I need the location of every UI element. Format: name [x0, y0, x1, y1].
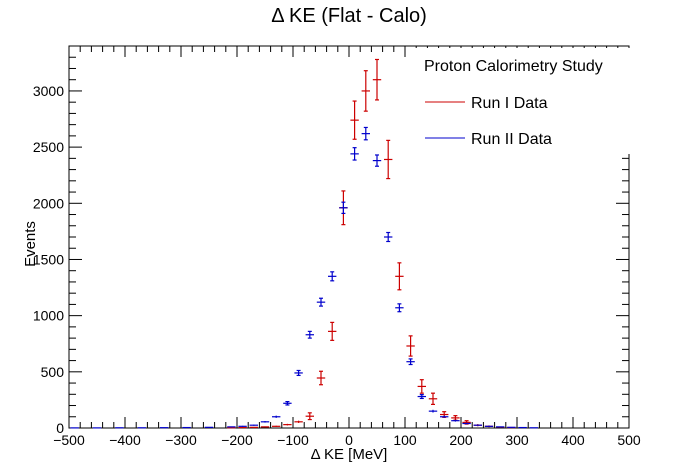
y-tick-label: 2500 — [33, 139, 64, 155]
legend-label-run-ii: Run II Data — [471, 131, 552, 148]
y-tick-label: 1500 — [33, 251, 64, 267]
data-point — [339, 201, 348, 215]
legend-header: Proton Calorimetry Study — [424, 58, 603, 75]
data-point — [283, 400, 292, 406]
data-points — [70, 58, 538, 429]
data-point — [462, 422, 471, 425]
x-tick-label: 300 — [505, 432, 529, 448]
data-point — [372, 154, 382, 167]
data-point — [384, 231, 393, 243]
y-tick-label: 500 — [41, 364, 65, 380]
x-tick-label: −400 — [109, 432, 141, 448]
data-point — [283, 423, 292, 426]
data-point — [428, 392, 438, 406]
x-tick-label: 400 — [561, 432, 585, 448]
data-point — [328, 271, 337, 282]
series-1 — [70, 126, 538, 429]
data-point — [473, 424, 482, 426]
data-point — [395, 303, 404, 313]
legend-label-run-i: Run I Data — [471, 95, 548, 112]
x-tick-label: 200 — [449, 432, 473, 448]
data-point — [350, 147, 359, 161]
data-point — [238, 425, 247, 427]
legend: Proton Calorimetry Study Run I Data Run … — [413, 48, 698, 154]
data-point — [361, 70, 370, 112]
data-point — [451, 415, 460, 421]
data-point — [406, 335, 415, 357]
data-point — [484, 425, 494, 427]
data-point — [395, 262, 404, 291]
data-point — [350, 100, 359, 140]
data-point — [305, 330, 314, 339]
x-tick-label: 0 — [345, 432, 353, 448]
data-point — [305, 412, 314, 421]
data-point — [227, 426, 236, 428]
data-point — [249, 426, 258, 428]
data-point — [451, 419, 460, 422]
data-point — [417, 379, 426, 394]
data-point — [496, 426, 505, 428]
x-tick-label: 100 — [393, 432, 417, 448]
data-point — [428, 409, 438, 413]
data-point — [294, 420, 303, 423]
y-tick-label: 1000 — [33, 308, 64, 324]
data-point — [316, 370, 326, 386]
data-point — [328, 321, 337, 341]
data-point — [406, 358, 415, 366]
data-point — [272, 415, 281, 418]
x-tick-label: −200 — [221, 432, 253, 448]
data-point — [272, 425, 281, 427]
data-point — [260, 421, 270, 423]
y-axis-title: Events — [22, 221, 39, 267]
data-point — [417, 394, 426, 400]
x-tick-label: 500 — [617, 432, 641, 448]
legend-box — [413, 48, 698, 154]
data-point — [204, 426, 214, 428]
data-point — [372, 58, 382, 101]
x-tick-label: −500 — [53, 432, 85, 448]
y-tick-label: 2000 — [33, 195, 64, 211]
x-tick-label: −300 — [165, 432, 197, 448]
data-point — [440, 415, 449, 418]
data-point — [316, 297, 326, 307]
data-point — [361, 126, 370, 141]
x-tick-label: −100 — [277, 432, 309, 448]
data-point — [249, 424, 258, 426]
y-tick-label: 3000 — [33, 83, 64, 99]
chart-title: Δ KE (Flat - Calo) — [271, 5, 427, 27]
data-point — [294, 369, 303, 377]
y-tick-label: 0 — [56, 420, 64, 436]
x-axis-title: Δ KE [MeV] — [311, 446, 388, 463]
data-point — [384, 139, 393, 180]
data-point — [260, 426, 270, 428]
